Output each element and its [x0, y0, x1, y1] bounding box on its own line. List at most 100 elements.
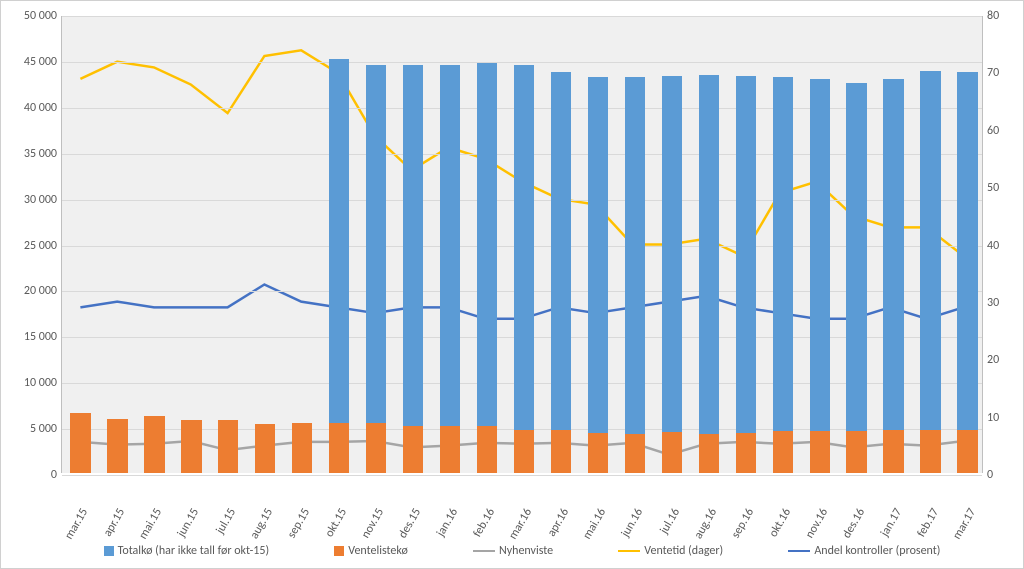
bar-ventelisteko: [920, 430, 940, 473]
y-left-label: 10 000: [7, 376, 57, 390]
legend-swatch: [104, 546, 114, 556]
x-label: aug.16: [691, 506, 720, 541]
legend-label: Nyhenviste: [499, 544, 553, 558]
x-label: jun.16: [619, 506, 646, 540]
y-right-label: 0: [987, 468, 1017, 482]
x-label: nov.16: [803, 506, 831, 541]
x-label: sep.16: [729, 506, 757, 541]
bar-ventelisteko: [255, 424, 275, 473]
y-left-label: 35 000: [7, 147, 57, 161]
bar-ventelisteko: [883, 430, 903, 473]
legend-item-ventelisteko: Ventelistekø: [334, 544, 408, 558]
y-right-label: 30: [987, 296, 1017, 310]
x-label: okt.16: [766, 506, 794, 540]
bar-totalko: [810, 79, 830, 473]
bar-totalko: [883, 79, 903, 473]
bar-ventelisteko: [107, 419, 127, 473]
bar-ventelisteko: [329, 423, 349, 473]
legend-swatch: [473, 550, 495, 553]
bar-ventelisteko: [403, 426, 423, 473]
bar-ventelisteko: [957, 430, 977, 473]
legend-label: Totalkø (har ikke tall før okt-15): [118, 544, 270, 558]
bar-ventelisteko: [366, 423, 386, 473]
bar-ventelisteko: [477, 426, 497, 473]
bar-totalko: [736, 76, 756, 473]
legend-label: Andel kontroller (prosent): [814, 544, 940, 558]
bar-ventelisteko: [440, 426, 460, 473]
legend-swatch: [334, 546, 344, 556]
gridline: [62, 16, 982, 17]
x-label: jun.15: [175, 506, 202, 540]
x-label: jul.15: [214, 506, 240, 536]
legend: Totalkø (har ikke tall før okt-15) Ventel…: [61, 539, 983, 563]
bar-ventelisteko: [292, 423, 312, 473]
bar-totalko: [588, 77, 608, 473]
x-label: mar.16: [506, 506, 535, 542]
bar-ventelisteko: [181, 420, 201, 473]
plot-area: [61, 16, 983, 473]
x-label: mar.17: [950, 506, 979, 542]
gridline: [62, 62, 982, 63]
gridline: [62, 475, 982, 476]
x-label: feb.17: [914, 506, 942, 540]
y-left-label: 25 000: [7, 239, 57, 253]
x-label: nov.15: [359, 506, 387, 541]
legend-item-ventetid: Ventetid (dager): [618, 544, 723, 558]
bar-totalko: [403, 65, 423, 473]
y-right-label: 40: [987, 239, 1017, 253]
x-label: aug.15: [248, 506, 277, 541]
y-right-label: 20: [987, 353, 1017, 367]
y-left-label: 0: [7, 468, 57, 482]
x-label: feb.16: [471, 506, 499, 540]
y-right-label: 50: [987, 181, 1017, 195]
bar-totalko: [440, 65, 460, 474]
bar-totalko: [551, 72, 571, 473]
bar-totalko: [662, 76, 682, 473]
y-left-label: 5 000: [7, 422, 57, 436]
bar-totalko: [625, 77, 645, 473]
bar-ventelisteko: [662, 432, 682, 473]
y-right-label: 60: [987, 124, 1017, 138]
bar-ventelisteko: [736, 433, 756, 473]
y-left-label: 20 000: [7, 284, 57, 298]
bar-ventelisteko: [514, 430, 534, 473]
x-label: mai.15: [137, 506, 166, 542]
legend-label: Ventelistekø: [348, 544, 408, 558]
y-left-label: 40 000: [7, 101, 57, 115]
x-label: mar.15: [63, 506, 92, 542]
x-label: jan.16: [434, 506, 461, 539]
x-label: des.15: [396, 506, 424, 541]
y-right-label: 10: [987, 411, 1017, 425]
bar-totalko: [920, 71, 940, 473]
legend-item-andelkontroller: Andel kontroller (prosent): [788, 544, 940, 558]
bar-totalko: [846, 83, 866, 473]
legend-swatch: [788, 550, 810, 553]
bar-totalko: [773, 77, 793, 473]
legend-swatch: [618, 550, 640, 553]
legend-label: Ventetid (dager): [644, 544, 723, 558]
bar-ventelisteko: [588, 433, 608, 473]
bar-totalko: [477, 63, 497, 473]
bar-ventelisteko: [70, 413, 90, 473]
y-right-label: 70: [987, 66, 1017, 80]
chart-container: Totalkø (har ikke tall før okt-15) Ventel…: [0, 0, 1024, 569]
x-label: des.16: [840, 506, 868, 541]
bar-ventelisteko: [144, 416, 164, 473]
bar-ventelisteko: [846, 431, 866, 473]
bar-ventelisteko: [218, 420, 238, 473]
y-right-label: 80: [987, 9, 1017, 23]
y-left-label: 30 000: [7, 193, 57, 207]
y-left-label: 50 000: [7, 9, 57, 23]
x-label: okt.15: [323, 506, 351, 540]
x-label: sep.15: [285, 506, 313, 541]
x-label: mai.16: [580, 506, 609, 542]
legend-item-totalko: Totalkø (har ikke tall før okt-15): [104, 544, 270, 558]
bar-totalko: [366, 65, 386, 474]
bar-totalko: [514, 65, 534, 473]
legend-item-nyhenviste: Nyhenviste: [473, 544, 553, 558]
y-left-label: 45 000: [7, 55, 57, 69]
bar-ventelisteko: [810, 431, 830, 473]
bar-ventelisteko: [551, 430, 571, 473]
bar-ventelisteko: [773, 431, 793, 473]
bar-ventelisteko: [699, 434, 719, 473]
